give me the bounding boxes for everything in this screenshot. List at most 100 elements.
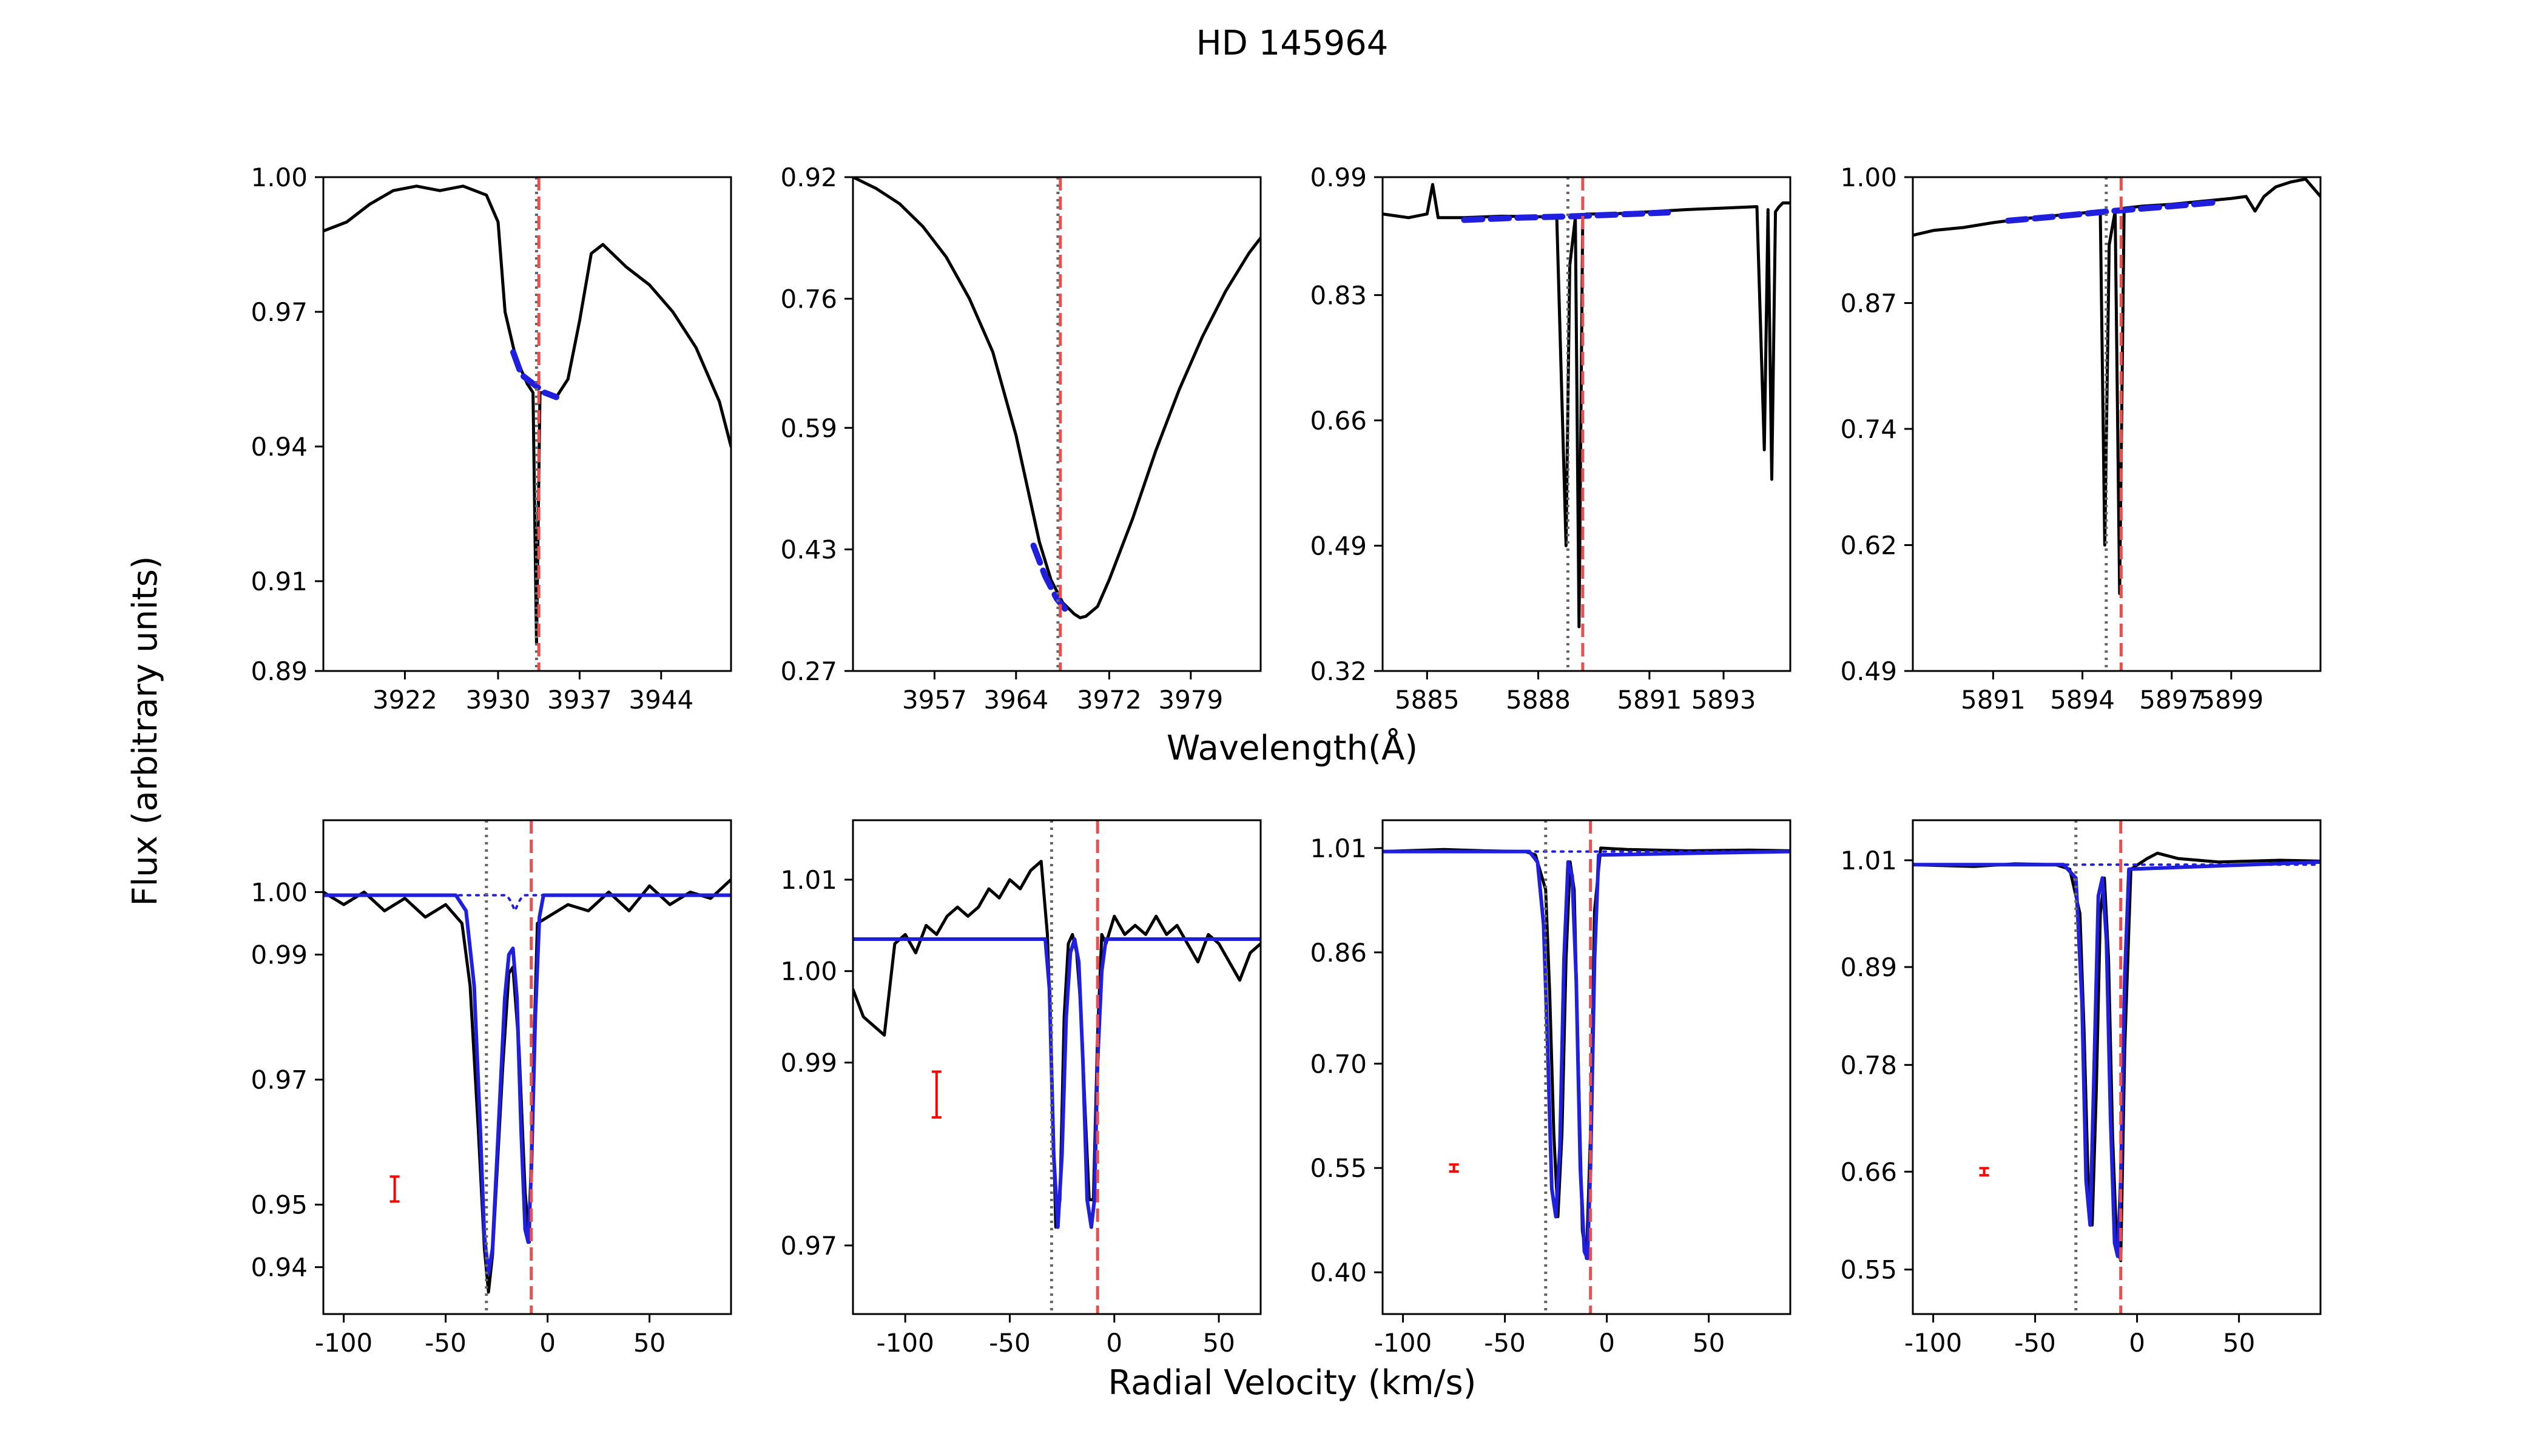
plot-area bbox=[1383, 820, 1790, 1314]
x-tick-label: -100 bbox=[315, 1328, 372, 1358]
y-axis-label: Flux (arbitrary units) bbox=[126, 556, 165, 906]
panel-bottom-4: -100 -50 0 50 0.55 0.66 0.78 0.89 1.01 bbox=[1840, 819, 2322, 1358]
fit-line bbox=[1913, 860, 2320, 1258]
y-tick-label: 0.97 bbox=[251, 297, 308, 327]
y-tick-label: 0.55 bbox=[1310, 1153, 1367, 1183]
x-tick-label: 5891 bbox=[1961, 685, 2026, 715]
x-tick-label: 3937 bbox=[547, 685, 612, 715]
error-bar bbox=[931, 1070, 942, 1119]
fit-line bbox=[323, 893, 731, 1275]
axes-frame bbox=[1912, 819, 2322, 1315]
y-tick-label: 1.00 bbox=[251, 877, 308, 907]
y-tick-label: 0.87 bbox=[1840, 288, 1897, 318]
axes-frame bbox=[1381, 176, 1791, 672]
y-tick-label: 0.66 bbox=[1310, 406, 1367, 436]
y-tick-label: 0.70 bbox=[1310, 1049, 1367, 1079]
x-tick-label: -50 bbox=[989, 1328, 1031, 1358]
spectrum-line bbox=[1913, 851, 2320, 1262]
x-tick-label: 0 bbox=[2129, 1328, 2145, 1358]
spectrum-line bbox=[323, 184, 731, 646]
y-tick-label: 0.95 bbox=[251, 1190, 308, 1220]
y-tick-label: 0.62 bbox=[1840, 531, 1897, 561]
x-tick-label: 3957 bbox=[902, 685, 967, 715]
y-tick-label: 0.49 bbox=[1840, 656, 1897, 686]
axes-frame bbox=[322, 176, 732, 672]
x-tick-label: -50 bbox=[425, 1328, 467, 1358]
axes-frame bbox=[852, 819, 1262, 1315]
error-bar bbox=[1449, 1163, 1459, 1173]
x-tick-label: 3964 bbox=[983, 685, 1048, 715]
y-tick-label: 0.99 bbox=[251, 940, 308, 970]
panel-top-3: 5885 5888 5891 5893 0.32 0.49 0.66 0.83 0.99 bbox=[1310, 163, 1791, 715]
y-tick-label: 0.86 bbox=[1310, 938, 1367, 968]
panel-bottom-3: -100 -50 0 50 0.40 0.55 0.70 0.86 1.01 bbox=[1310, 819, 1791, 1358]
y-tick-label: 0.78 bbox=[1840, 1050, 1897, 1080]
x-tick-label: 50 bbox=[1202, 1328, 1235, 1358]
y-tick-label: 0.89 bbox=[1840, 952, 1897, 982]
x-tick-label: 0 bbox=[1599, 1328, 1615, 1358]
y-tick-label: 0.89 bbox=[251, 656, 308, 686]
x-tick-label: 5888 bbox=[1506, 685, 1571, 715]
x-tick-label: 0 bbox=[1106, 1328, 1122, 1358]
axes-frame bbox=[852, 176, 1262, 672]
x-tick-label: 5891 bbox=[1617, 685, 1682, 715]
fit-segment bbox=[1030, 542, 1068, 612]
y-tick-label: 0.94 bbox=[251, 1253, 308, 1282]
fit-segment bbox=[1461, 209, 1671, 223]
fit-line bbox=[853, 937, 1261, 1229]
panel-top-2: 3957 3964 3972 3979 0.27 0.43 0.59 0.76 0.92 bbox=[780, 163, 1262, 715]
y-tick-label: 1.01 bbox=[780, 865, 837, 895]
y-tick-label: 0.66 bbox=[1840, 1157, 1897, 1187]
plot-area bbox=[853, 177, 1261, 671]
fit-line bbox=[1383, 849, 1790, 1261]
x-tick-label: 50 bbox=[633, 1328, 666, 1358]
y-tick-label: 0.74 bbox=[1840, 414, 1897, 444]
panel-top-1: 3922 3930 3937 3944 0.89 0.91 0.94 0.97 1.00 bbox=[251, 163, 732, 715]
y-tick-label: 1.00 bbox=[780, 957, 837, 986]
y-tick-label: 1.00 bbox=[251, 163, 308, 192]
x-tick-label: -50 bbox=[2014, 1328, 2056, 1358]
x-tick-label: 50 bbox=[1693, 1328, 1725, 1358]
spectrum-line bbox=[1383, 846, 1790, 1260]
x-tick-label: 5885 bbox=[1395, 685, 1460, 715]
plot-area bbox=[1913, 177, 2320, 671]
y-tick-label: 0.49 bbox=[1310, 531, 1367, 561]
x-tick-label: 3972 bbox=[1077, 685, 1142, 715]
spectrum-line bbox=[1913, 177, 2320, 595]
y-tick-label: 0.97 bbox=[780, 1231, 837, 1261]
plot-area bbox=[323, 820, 731, 1314]
spectrum-line bbox=[853, 860, 1261, 1229]
x-tick-label: -50 bbox=[1484, 1328, 1526, 1358]
plot-area bbox=[323, 177, 731, 671]
x-tick-label: -100 bbox=[876, 1328, 934, 1358]
y-tick-label: 0.32 bbox=[1310, 656, 1367, 686]
plot-area bbox=[1383, 177, 1790, 671]
y-tick-label: 0.83 bbox=[1310, 280, 1367, 310]
x-tick-label: -100 bbox=[1904, 1328, 1962, 1358]
error-bar bbox=[1979, 1167, 1989, 1177]
top-x-axis-label: Wavelength(Å) bbox=[1167, 728, 1418, 768]
x-tick-label: 3944 bbox=[629, 685, 693, 715]
plot-area bbox=[1913, 820, 2320, 1314]
axes-frame bbox=[1912, 176, 2322, 672]
y-tick-label: 0.27 bbox=[780, 656, 837, 686]
x-tick-label: 5894 bbox=[2050, 685, 2115, 715]
x-tick-label: 5899 bbox=[2199, 685, 2263, 715]
plot-area bbox=[853, 820, 1261, 1314]
x-tick-label: 50 bbox=[2223, 1328, 2255, 1358]
x-tick-label: 0 bbox=[539, 1328, 556, 1358]
y-tick-label: 1.01 bbox=[1840, 846, 1897, 875]
x-tick-label: 5897 bbox=[2139, 685, 2204, 715]
y-tick-label: 1.01 bbox=[1310, 834, 1367, 863]
y-tick-label: 0.97 bbox=[251, 1065, 308, 1095]
panels: 3922 3930 3937 3944 0.89 0.91 0.94 0.97 1.00 3957… bbox=[251, 163, 2322, 1358]
y-tick-label: 0.99 bbox=[780, 1048, 837, 1077]
bottom-x-axis-label: Radial Velocity (km/s) bbox=[1108, 1363, 1477, 1403]
axes-frame bbox=[1381, 819, 1791, 1315]
figure-title: HD 145964 bbox=[1196, 24, 1389, 63]
y-tick-label: 0.59 bbox=[780, 413, 837, 443]
y-tick-label: 1.00 bbox=[1840, 163, 1897, 192]
axes-frame bbox=[322, 819, 732, 1315]
fit-segment bbox=[510, 349, 559, 400]
